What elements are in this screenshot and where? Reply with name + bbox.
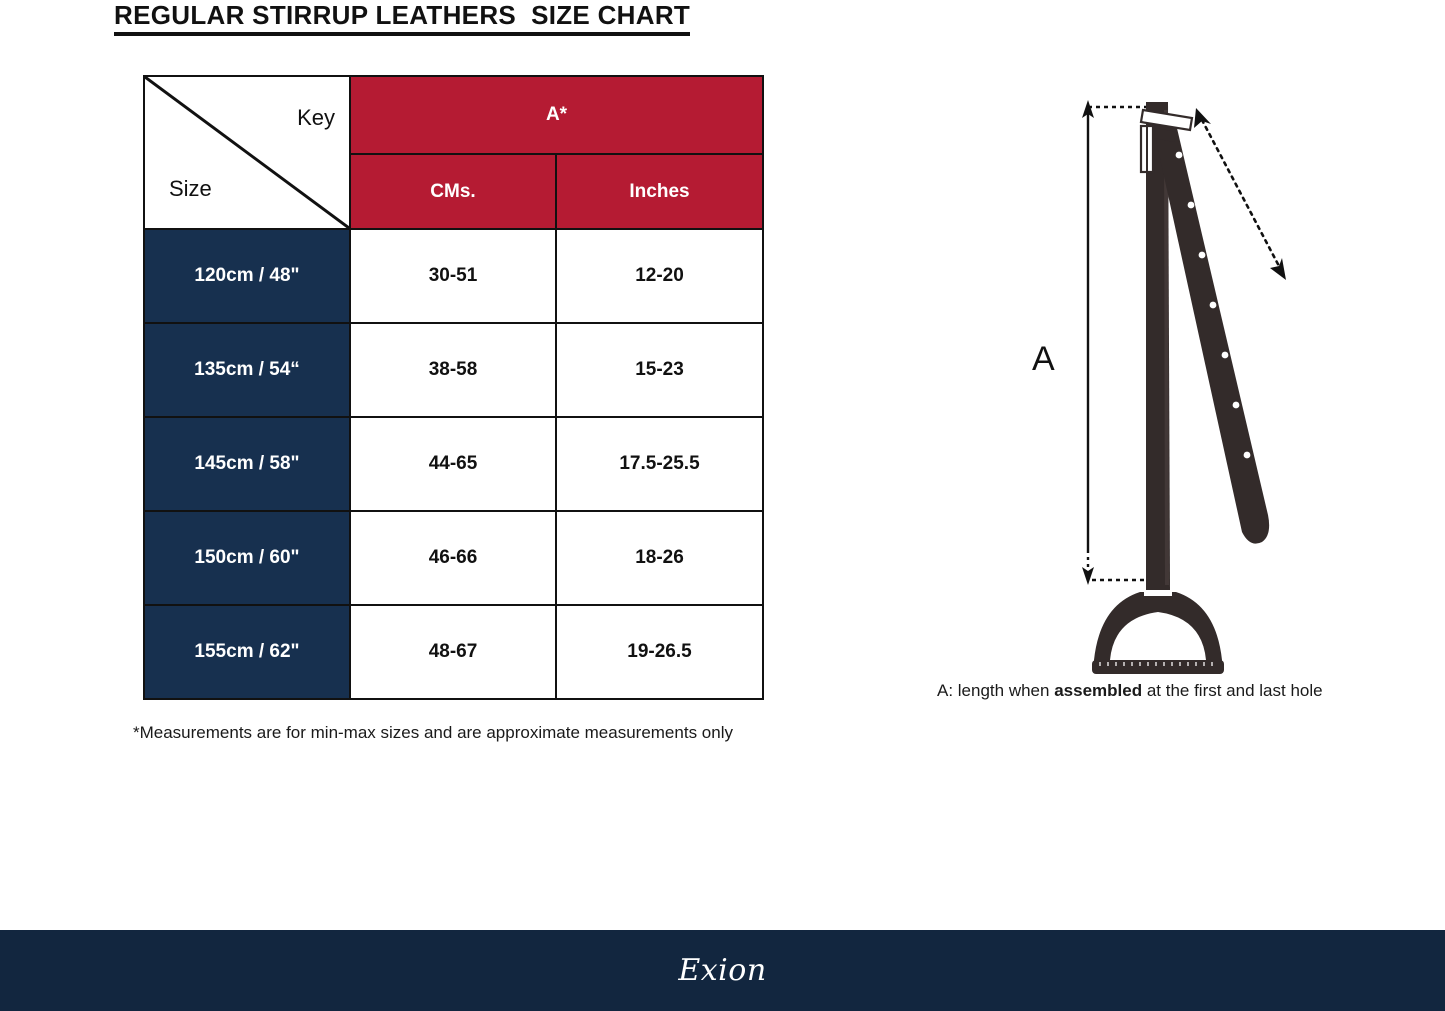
corner-cell: Key Size bbox=[143, 75, 351, 230]
buckle-icon bbox=[1139, 108, 1194, 174]
page-title: REGULAR STIRRUP LEATHERS SIZE CHART bbox=[114, 0, 691, 36]
row-cm-value: 30-51 bbox=[349, 228, 557, 324]
footer-bar: Exion bbox=[0, 930, 1445, 1011]
row-size-label: 145cm / 58" bbox=[143, 416, 351, 512]
row-inches-value: 15-23 bbox=[555, 322, 764, 418]
table-header-row-1: Key Size A* bbox=[143, 75, 764, 230]
row-cm-value: 46-66 bbox=[349, 510, 557, 606]
table-row: 155cm / 62" 48-67 19-26.5 bbox=[143, 604, 764, 700]
row-inches-value: 17.5-25.5 bbox=[555, 416, 764, 512]
caption-suffix: at the first and last hole bbox=[1142, 681, 1323, 700]
caption-bold-word: assembled bbox=[1054, 681, 1143, 700]
leather-strap-angled-icon bbox=[1156, 120, 1270, 544]
table-row: 120cm / 48" 30-51 12-20 bbox=[143, 228, 764, 324]
caption-prefix: A: length when bbox=[937, 681, 1055, 700]
measurements-footnote: *Measurements are for min-max sizes and … bbox=[133, 723, 733, 742]
stirrup-iron-icon bbox=[1092, 590, 1224, 674]
subheader-inches: Inches bbox=[555, 153, 764, 230]
adjustment-arrow-icon bbox=[1194, 108, 1286, 280]
corner-key-label: Key bbox=[297, 105, 335, 130]
stirrup-diagram-svg bbox=[1082, 100, 1286, 674]
row-cm-value: 44-65 bbox=[349, 416, 557, 512]
page-title-wrap: REGULAR STIRRUP LEATHERS SIZE CHART bbox=[114, 0, 814, 36]
row-cm-value: 38-58 bbox=[349, 322, 557, 418]
row-size-label: 155cm / 62" bbox=[143, 604, 351, 700]
row-cm-value: 48-67 bbox=[349, 604, 557, 700]
group-header-a: A* bbox=[349, 75, 764, 155]
row-inches-value: 12-20 bbox=[555, 228, 764, 324]
dimension-arrow-a-icon bbox=[1082, 100, 1152, 585]
row-size-label: 120cm / 48" bbox=[143, 228, 351, 324]
row-size-label: 150cm / 60" bbox=[143, 510, 351, 606]
table-row: 150cm / 60" 46-66 18-26 bbox=[143, 510, 764, 606]
table-row: 135cm / 54“ 38-58 15-23 bbox=[143, 322, 764, 418]
row-inches-value: 19-26.5 bbox=[555, 604, 764, 700]
corner-size-label: Size bbox=[169, 176, 212, 201]
diagram-caption: A: length when assembled at the first an… bbox=[937, 681, 1323, 701]
stirrup-leather-diagram bbox=[980, 80, 1380, 680]
row-size-label: 135cm / 54“ bbox=[143, 322, 351, 418]
table-header-row-2: CMs. Inches bbox=[144, 153, 764, 230]
brand-logo: Exion bbox=[678, 953, 767, 988]
leather-strap-vertical-icon bbox=[1146, 102, 1170, 590]
row-inches-value: 18-26 bbox=[555, 510, 764, 606]
table-row: 145cm / 58" 44-65 17.5-25.5 bbox=[143, 416, 764, 512]
dimension-label-a: A bbox=[1032, 340, 1055, 378]
size-table: Key Size A* CMs. Inches 120cm / 48" 30-5… bbox=[143, 75, 764, 700]
size-table-wrap: Key Size A* CMs. Inches 120cm / 48" 30-5… bbox=[143, 75, 764, 700]
subheader-cm: CMs. bbox=[349, 153, 557, 230]
diagonal-divider-icon bbox=[145, 77, 349, 228]
